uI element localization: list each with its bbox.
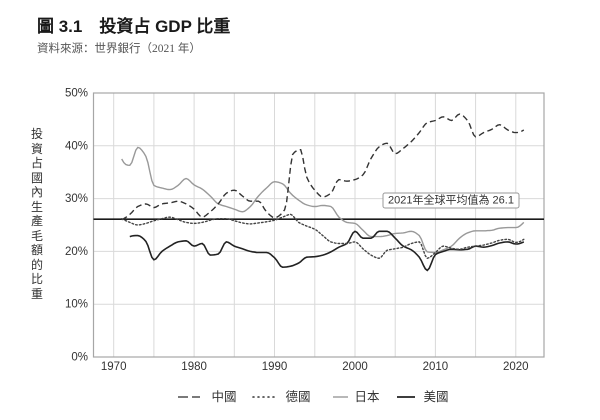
svg-text:2010: 2010 — [423, 361, 449, 373]
svg-text:20%: 20% — [65, 246, 88, 258]
svg-text:10%: 10% — [65, 299, 88, 311]
svg-text:2000: 2000 — [342, 361, 368, 373]
svg-text:1990: 1990 — [262, 361, 288, 373]
svg-text:美國: 美國 — [423, 390, 448, 404]
svg-text:2020: 2020 — [503, 361, 529, 373]
svg-text:2021年全球平均值為 26.1: 2021年全球平均值為 26.1 — [388, 193, 514, 207]
svg-text:中國: 中國 — [211, 389, 236, 404]
svg-text:日本: 日本 — [354, 390, 380, 404]
svg-text:30%: 30% — [65, 193, 88, 205]
svg-text:德國: 德國 — [285, 389, 310, 404]
svg-text:1980: 1980 — [181, 361, 207, 373]
svg-text:40%: 40% — [65, 140, 88, 152]
svg-text:0%: 0% — [71, 352, 88, 364]
svg-text:1970: 1970 — [101, 361, 127, 373]
svg-text:50%: 50% — [65, 88, 88, 100]
